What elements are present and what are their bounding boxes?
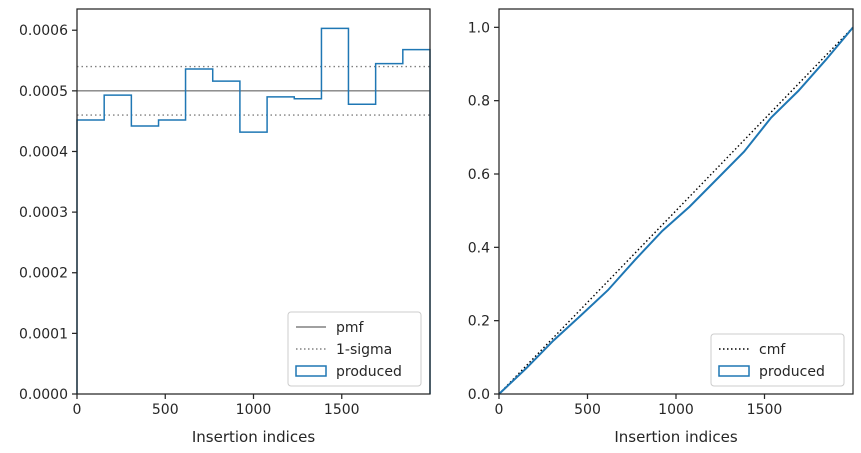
x-axis-label: Insertion indices	[192, 428, 315, 446]
y-tick-label: 0.0003	[19, 205, 68, 221]
y-tick-label: 1.0	[468, 20, 490, 36]
histogram-bar	[104, 95, 131, 394]
y-tick-label: 0.0000	[19, 387, 68, 403]
histogram-bar	[77, 120, 104, 394]
legend-label: cmf	[759, 342, 786, 358]
y-tick-label: 0.6	[468, 167, 490, 183]
x-tick-label: 500	[574, 402, 601, 418]
x-tick-label: 500	[152, 402, 179, 418]
legend-label: 1-sigma	[336, 342, 392, 358]
y-tick-label: 0.0	[468, 387, 490, 403]
y-tick-label: 0.4	[468, 240, 490, 256]
legend-swatch-produced	[295, 365, 327, 377]
legend-box	[710, 333, 845, 387]
histogram-bar	[131, 126, 158, 394]
x-tick-label: 0	[495, 402, 504, 418]
produced-series-line	[498, 26, 854, 395]
y-tick-label: 0.0005	[19, 84, 68, 100]
y-tick-label: 0.0001	[19, 326, 68, 342]
x-tick-label: 0	[73, 402, 82, 418]
y-tick-label: 0.0006	[19, 23, 68, 39]
y-tick-label: 0.0004	[19, 144, 68, 160]
histogram-bar	[213, 81, 240, 394]
legend-label: pmf	[336, 320, 365, 336]
histogram-bar	[159, 120, 186, 394]
histogram-bar	[186, 69, 213, 394]
legend-box	[287, 311, 422, 387]
y-tick-label: 0.8	[468, 94, 490, 110]
cmf-series-line	[498, 26, 854, 395]
histogram-panel: 0 500 1000 1500 0.0000 0.0001 0.0002 0.0003 0.00…	[19, 8, 431, 446]
x-tick-label: 1000	[236, 402, 272, 418]
y-tick-label: 0.2	[468, 314, 490, 330]
x-tick-label: 1000	[658, 402, 694, 418]
x-axis-label: Insertion indices	[614, 428, 737, 446]
x-tick-label: 1500	[324, 402, 360, 418]
legend-label: produced	[759, 364, 825, 380]
legend-label: produced	[336, 364, 402, 380]
x-tick-label: 1500	[747, 402, 783, 418]
cmf-panel: 0 500 1000 1500 0.0 0.2 0.4 0.6 0.8 1.0 Insertion …	[468, 8, 854, 446]
produced-histogram-step	[76, 27, 431, 394]
histogram-bar	[240, 132, 267, 394]
y-tick-label: 0.0002	[19, 266, 68, 282]
legend-swatch-produced	[718, 365, 750, 377]
